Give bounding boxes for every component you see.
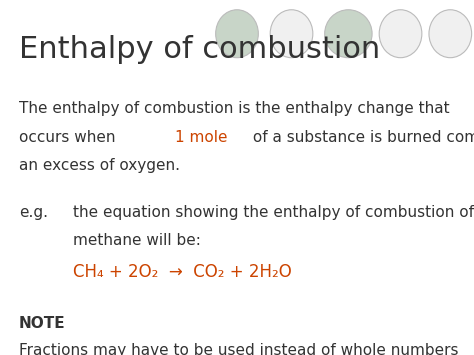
Text: e.g.: e.g.	[19, 205, 48, 220]
Text: CH₄ + 2O₂  →  CO₂ + 2H₂O: CH₄ + 2O₂ → CO₂ + 2H₂O	[73, 263, 292, 281]
Text: an excess of oxygen.: an excess of oxygen.	[19, 158, 180, 173]
Text: occurs when: occurs when	[19, 130, 120, 144]
Text: methane will be:: methane will be:	[73, 233, 201, 248]
Text: The enthalpy of combustion is the enthalpy change that: The enthalpy of combustion is the enthal…	[19, 101, 449, 116]
Ellipse shape	[379, 10, 422, 58]
Text: Enthalpy of combustion: Enthalpy of combustion	[19, 36, 380, 65]
Text: the equation showing the enthalpy of combustion of: the equation showing the enthalpy of com…	[73, 205, 474, 220]
Text: NOTE: NOTE	[19, 316, 65, 331]
Ellipse shape	[325, 10, 372, 58]
Text: of a substance is burned completely in: of a substance is burned completely in	[247, 130, 474, 144]
Text: Fractions may have to be used instead of whole numbers: Fractions may have to be used instead of…	[19, 343, 458, 355]
Ellipse shape	[429, 10, 472, 58]
Text: 1 mole: 1 mole	[175, 130, 228, 144]
Ellipse shape	[216, 10, 258, 58]
Ellipse shape	[270, 10, 313, 58]
